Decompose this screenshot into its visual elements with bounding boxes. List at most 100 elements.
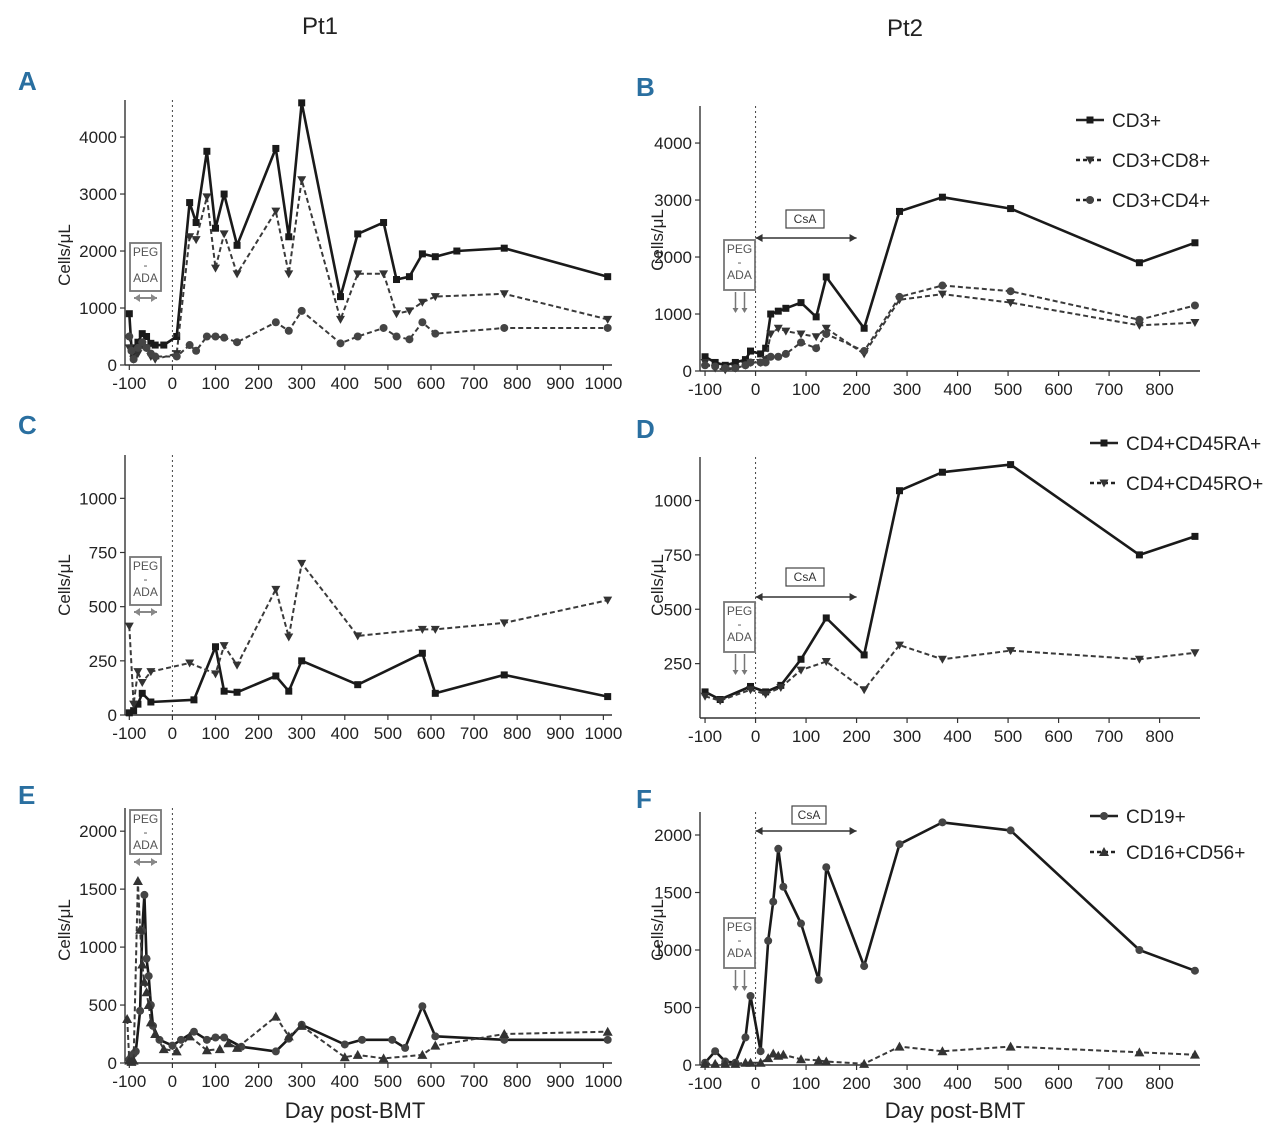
panel-e-point-cd19-pos <box>144 972 153 981</box>
panel-c-point-cd4-poscd45ra-pos <box>212 643 220 651</box>
panel-b-point-cd3-pos <box>757 350 765 358</box>
panel-e-point-cd16-poscd56-pos <box>171 1046 182 1056</box>
panel-c-x-tick-label: 400 <box>331 724 359 743</box>
panel-a-point-cd3-pos <box>453 247 461 255</box>
panel-d-point-cd4-poscd45ro-pos <box>776 684 786 693</box>
panel-f-point-cd16-poscd56-pos <box>1134 1047 1145 1057</box>
panel-e-point-cd19-pos <box>142 954 151 963</box>
panel-b-point-cd3-poscd4-pos <box>761 358 770 367</box>
panel-e-point-cd19-pos <box>168 1041 177 1050</box>
panel-b-point-cd3-poscd8-pos <box>773 324 783 333</box>
panel-d-x-tick-label: 600 <box>1044 727 1072 746</box>
panel-e-series-cd16-poscd56-pos-line <box>126 880 608 1063</box>
panel-a-x-tick-label: 600 <box>417 374 445 393</box>
panel-a-x-tick-label: 1000 <box>584 374 622 393</box>
panel-d-point-cd4-poscd45ro-pos <box>821 657 831 666</box>
panel-b-point-cd3-poscd8-pos <box>937 290 947 299</box>
panel-d-peg-ada-down-arrowhead <box>732 670 739 675</box>
panel-d-point-cd4-poscd45ro-pos <box>1134 655 1144 664</box>
panel-e-point-cd16-poscd56-pos <box>417 1049 428 1059</box>
panel-c-point-cd4-poscd45ra-pos <box>285 687 293 695</box>
panel-c-point-cd4-poscd45ra-pos <box>604 693 612 701</box>
panel-a-point-cd3-poscd8-pos <box>133 350 143 359</box>
panel-f-x-tick-label: 500 <box>994 1074 1022 1093</box>
panel-d-x-tick-label: 500 <box>994 727 1022 746</box>
panel-d-y-tick-label: 750 <box>664 546 692 565</box>
panel-a-point-cd3-poscd4-pos <box>127 346 136 355</box>
panel-c-point-cd4-poscd45ra-pos <box>431 689 439 697</box>
panel-e-point-cd16-poscd56-pos <box>201 1045 212 1055</box>
panel-a-point-cd3-poscd4-pos <box>336 339 345 348</box>
panel-e-point-cd19-pos <box>431 1032 440 1041</box>
panel-f-point-cd16-poscd56-pos <box>700 1058 711 1068</box>
panel-f-x-tick-label: 300 <box>893 1074 921 1093</box>
panel-f-point-cd19-pos <box>938 818 947 827</box>
panel-c-point-cd4-poscd45ra-pos <box>138 689 146 697</box>
panel-e-x-tick-label: -100 <box>112 1072 146 1091</box>
panel-b-legend-marker-cd3-poscd8-pos <box>1085 156 1095 165</box>
panel-b-point-cd3-poscd4-pos <box>731 364 740 373</box>
panel-b-y-tick-label: 0 <box>683 362 692 381</box>
panel-a-point-cd3-poscd4-pos <box>271 318 280 327</box>
panel-f-point-cd16-poscd56-pos <box>720 1058 731 1068</box>
panel-a-peg-ada-arrowhead-right <box>151 294 157 302</box>
panel-a-point-cd3-pos <box>233 241 241 249</box>
panel-a-x-tick-label: 400 <box>331 374 359 393</box>
panel-b-point-cd3-poscd4-pos <box>822 329 831 338</box>
panel-d-point-cd4-poscd45ra-pos <box>938 468 946 476</box>
panel-a-x-tick-label: 100 <box>201 374 229 393</box>
panel-a-point-cd3-poscd8-pos <box>232 270 242 279</box>
panel-e-x-tick-label: 1000 <box>584 1072 622 1091</box>
panel-a-point-cd3-pos <box>285 233 293 241</box>
panel-d-y-tick-label: 500 <box>664 600 692 619</box>
panel-c-peg-ada-text: - <box>144 572 148 586</box>
panel-a-point-cd3-poscd4-pos <box>603 323 612 332</box>
panel-f-x-tick-label: 800 <box>1145 1074 1173 1093</box>
panel-letter-b: B <box>636 72 655 102</box>
panel-a-point-cd3-pos <box>354 230 362 238</box>
panel-c-point-cd4-poscd45ro-pos <box>430 625 440 634</box>
panel-b-point-cd3-pos <box>782 304 790 312</box>
panel-a-y-axis-label: Cells/μL <box>55 224 74 286</box>
panel-c-point-cd4-poscd45ro-pos <box>185 659 195 668</box>
panel-f-x-tick-label: 100 <box>792 1074 820 1093</box>
panel-b-y-tick-label: 2000 <box>654 248 692 267</box>
panel-a-point-cd3-poscd8-pos <box>430 293 440 302</box>
panel-b-legend-marker-cd3-poscd4-pos <box>1086 196 1094 204</box>
panel-f-point-cd19-pos <box>711 1047 720 1056</box>
panel-f-legend-label-cd19-pos: CD19+ <box>1126 807 1186 828</box>
panel-a-peg-ada-text: - <box>144 258 148 272</box>
panel-b-x-tick-label: 800 <box>1145 380 1173 399</box>
panel-a-point-cd3-poscd4-pos <box>202 332 211 341</box>
panel-f-point-cd19-pos <box>764 936 773 945</box>
panel-f-csa-arrowhead-right <box>849 827 857 835</box>
panel-b-x-tick-label: 300 <box>893 380 921 399</box>
panel-b-point-cd3-poscd4-pos <box>774 352 783 361</box>
panel-f-point-cd19-pos <box>741 1033 750 1042</box>
panel-a-point-cd3-poscd4-pos <box>500 323 509 332</box>
panel-b-peg-ada-text: ADA <box>727 268 752 282</box>
panel-d-peg-ada-text: - <box>738 617 742 631</box>
panel-a-point-cd3-poscd4-pos <box>151 352 160 361</box>
panel-d-series-cd4-poscd45ra-pos-line <box>704 463 1196 701</box>
panel-letter-a: A <box>18 66 37 96</box>
panel-d-point-cd4-poscd45ra-pos <box>1007 461 1015 469</box>
panel-c-point-cd4-poscd45ra-pos <box>220 687 228 695</box>
panel-b-point-cd3-pos <box>797 299 805 307</box>
panel-b-csa-box <box>785 209 825 229</box>
panel-b-point-cd3-poscd8-pos <box>766 330 776 339</box>
panel-a-point-cd3-poscd8-pos <box>219 230 229 239</box>
panel-f-point-cd16-poscd56-pos <box>1005 1041 1016 1051</box>
panel-f-point-cd16-poscd56-pos <box>937 1046 948 1056</box>
panel-e-y-axis-label: Cells/μL <box>55 899 74 961</box>
panel-c-point-cd4-poscd45ro-pos <box>133 668 143 677</box>
panel-a-point-cd3-pos <box>138 330 146 338</box>
panel-d-point-cd4-poscd45ro-pos <box>796 666 806 675</box>
panel-d-x-tick-label: 200 <box>842 727 870 746</box>
panel-e-point-cd19-pos <box>603 1035 612 1044</box>
panel-c-x-tick-label: 200 <box>244 724 272 743</box>
panel-f-legend-marker-cd16-poscd56-pos <box>1099 847 1109 856</box>
panel-a-point-cd3-poscd8-pos <box>202 193 212 202</box>
panel-letter-d: D <box>636 414 655 444</box>
panel-e-point-cd16-poscd56-pos <box>270 1011 281 1021</box>
